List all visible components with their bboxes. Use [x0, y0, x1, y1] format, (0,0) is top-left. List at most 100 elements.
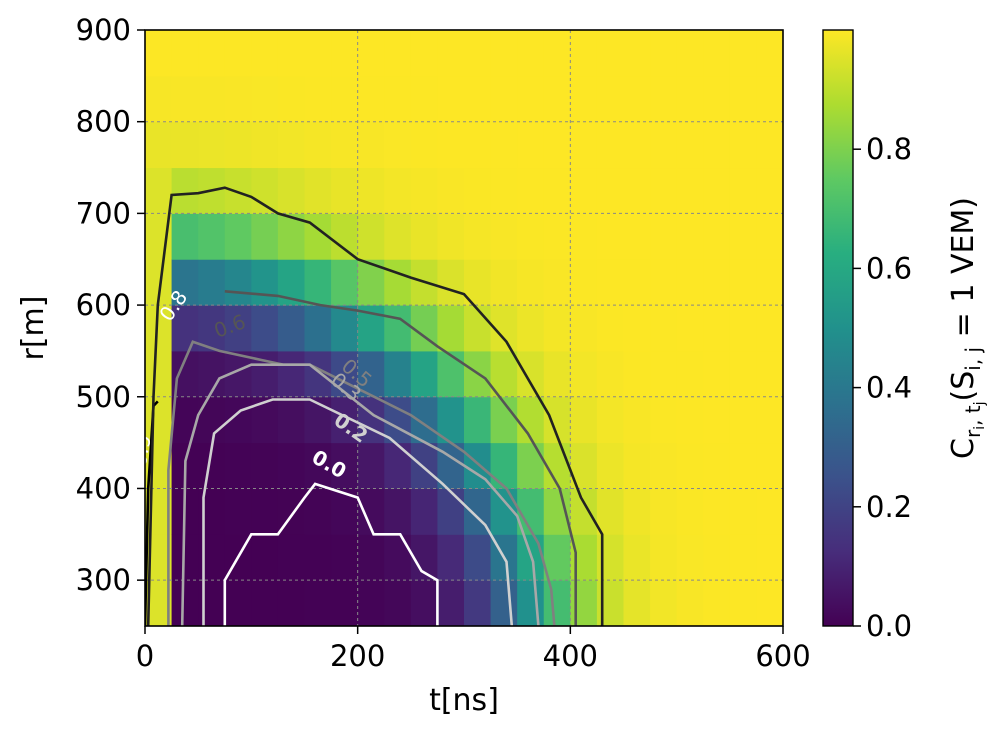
heatmap-cell — [703, 488, 731, 535]
y-axis-label: r[m] — [16, 296, 51, 361]
heatmap-cell — [304, 167, 332, 214]
heatmap-cell — [756, 167, 783, 214]
heatmap-cell — [517, 350, 545, 398]
heatmap-cell — [756, 350, 783, 398]
heatmap-cell — [384, 580, 412, 626]
heatmap-cell — [676, 305, 704, 352]
colorbar — [822, 29, 854, 627]
heatmap-cell — [331, 305, 359, 352]
heatmap-cell — [277, 350, 305, 398]
heatmap-cell — [251, 213, 279, 260]
heatmap-cell — [357, 442, 385, 489]
heatmap-cell — [650, 75, 678, 123]
colorbar-ticks: 0.0 0.2 0.4 0.6 0.8 — [853, 132, 912, 643]
heatmap-cell — [570, 259, 598, 306]
heatmap-cell — [756, 396, 783, 444]
heatmap-cell — [756, 213, 783, 260]
heatmap-cell — [676, 30, 704, 77]
heatmap-cell — [517, 305, 545, 352]
heatmap-cell — [490, 442, 518, 489]
heatmap-cell — [729, 259, 757, 306]
heatmap-cell — [251, 30, 279, 77]
heatmap-cell — [384, 75, 412, 123]
heatmap-cell — [650, 259, 678, 306]
heatmap-cell — [464, 167, 492, 214]
heatmap-cell — [437, 259, 465, 306]
heatmap-cell — [543, 442, 571, 489]
plot-frame — [144, 29, 784, 627]
heatmap-cell — [729, 442, 757, 489]
heatmap-cell — [251, 259, 279, 306]
y-axis: 300 400 500 600 700 800 900 — [76, 13, 145, 597]
heatmap-cell — [357, 121, 385, 169]
heatmap-cell — [570, 121, 598, 169]
heatmap-cell — [251, 442, 279, 489]
contour-line — [146, 186, 604, 626]
heatmap-cell — [729, 305, 757, 352]
heatmap-cell — [251, 534, 279, 581]
heatmap-cell — [703, 534, 731, 581]
heatmap-cell — [145, 30, 173, 77]
heatmap-cell — [729, 396, 757, 444]
heatmap-cell — [676, 580, 704, 626]
contour-line — [224, 290, 577, 626]
heatmap-cell — [224, 167, 252, 214]
heatmap-cell — [437, 213, 465, 260]
heatmap-cell — [729, 580, 757, 626]
heatmap-cell — [437, 488, 465, 535]
heatmap-cell — [304, 259, 332, 306]
heatmap-cell — [676, 213, 704, 260]
heatmap-cell — [331, 167, 359, 214]
heatmap-cell — [623, 442, 651, 489]
heatmap-cell — [357, 167, 385, 214]
heatmap-cell — [596, 213, 624, 260]
heatmap-cell — [384, 259, 412, 306]
heatmap-cell — [464, 121, 492, 169]
heatmap-cell — [277, 396, 305, 444]
heatmap-cell — [543, 350, 571, 398]
heatmap-cell — [517, 259, 545, 306]
contour-line — [223, 482, 439, 626]
heatmap-cell — [198, 121, 226, 169]
heatmap-cell — [517, 396, 545, 444]
heatmap-cell — [277, 121, 305, 169]
heatmap-cell — [623, 580, 651, 626]
heatmap-cell — [410, 75, 438, 123]
heatmap-cell — [596, 488, 624, 535]
heatmap-cell — [384, 442, 412, 489]
heatmap-cell — [437, 534, 465, 581]
heatmap-cell — [703, 167, 731, 214]
y-tick-label: 700 — [76, 196, 131, 230]
heatmap-cell — [304, 488, 332, 535]
heatmap-cell — [703, 442, 731, 489]
heatmap-cell — [729, 30, 757, 77]
heatmap-cell — [650, 121, 678, 169]
heatmap-cell — [410, 580, 438, 626]
heatmap-cell — [224, 259, 252, 306]
heatmap-cell — [517, 580, 545, 626]
heatmap-cell — [251, 396, 279, 444]
heatmap-cell — [703, 350, 731, 398]
heatmap-cell — [490, 213, 518, 260]
heatmap-cell — [729, 213, 757, 260]
heatmap-cell — [145, 121, 173, 169]
heatmap-cell — [490, 121, 518, 169]
heatmap-cell — [543, 259, 571, 306]
contour-line — [180, 363, 540, 626]
heatmap-cell — [517, 442, 545, 489]
heatmap-cell — [596, 396, 624, 444]
heatmap-cell — [304, 580, 332, 626]
heatmap-cell — [543, 121, 571, 169]
heatmap-cell — [570, 534, 598, 581]
heatmap-cell — [464, 305, 492, 352]
y-tick-label: 300 — [76, 563, 131, 597]
heatmap-cell — [703, 75, 731, 123]
heatmap-cell — [490, 580, 518, 626]
heatmap-cell — [357, 534, 385, 581]
heatmap-cell — [251, 488, 279, 535]
heatmap-cell — [198, 30, 226, 77]
heatmap-cell — [384, 213, 412, 260]
heatmap-cell — [331, 350, 359, 398]
heatmap-cell — [543, 213, 571, 260]
heatmap-cell — [703, 396, 731, 444]
